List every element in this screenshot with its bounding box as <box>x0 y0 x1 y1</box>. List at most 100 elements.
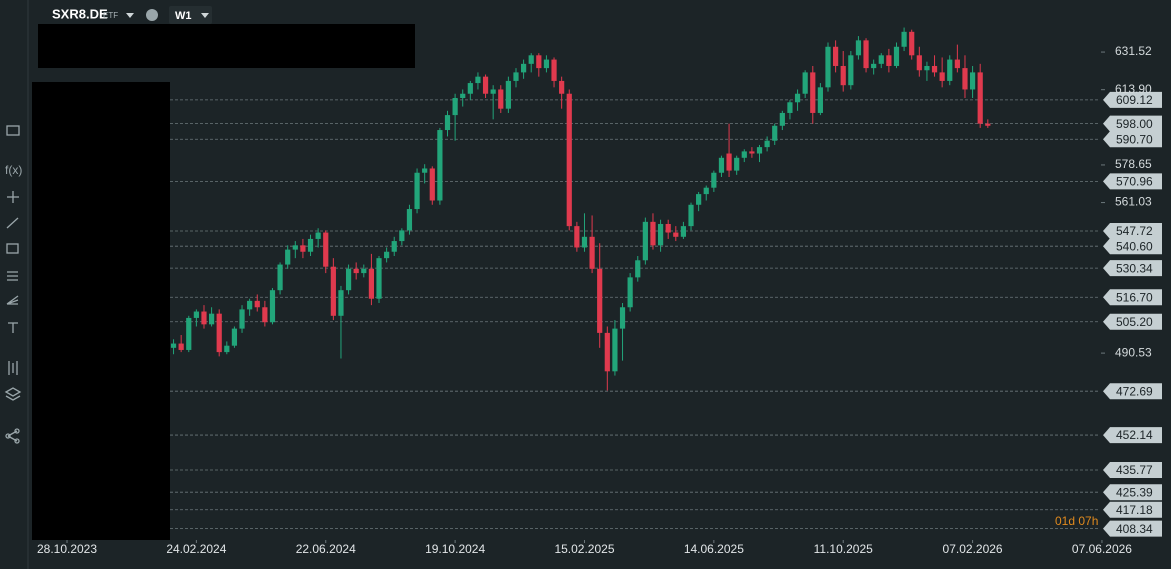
candle-body <box>551 59 557 81</box>
candle-body <box>673 232 679 237</box>
candle-body <box>741 151 747 158</box>
tool-text[interactable] <box>8 322 18 333</box>
timeframe-dropdown[interactable] <box>201 13 209 18</box>
candle-body <box>566 93 572 227</box>
candle-body <box>285 249 291 265</box>
price-label-box <box>1103 173 1162 190</box>
candle-body <box>536 55 542 69</box>
candle-body <box>734 157 740 171</box>
price-label: 425.39 <box>1116 485 1153 499</box>
candle-body <box>231 328 238 346</box>
price-label-box <box>1103 520 1162 537</box>
price-label-box <box>1103 131 1162 148</box>
candle-body <box>794 93 801 103</box>
candle-body <box>224 345 230 353</box>
price-label-box <box>1103 427 1162 444</box>
timeframe-box[interactable] <box>169 6 212 24</box>
candle-body <box>840 65 846 86</box>
candle-body <box>825 46 831 88</box>
toolbar <box>4 0 29 569</box>
tool-layers[interactable] <box>4 387 22 401</box>
tool-function[interactable]: f(x) <box>5 163 22 177</box>
price-label-box <box>1103 462 1162 479</box>
y-tick-label: 490.53 <box>1115 345 1152 359</box>
candle-body <box>642 221 648 261</box>
candle-body <box>635 260 641 278</box>
candle-body <box>460 93 466 99</box>
candle-body <box>444 115 451 131</box>
candle-body <box>254 300 260 308</box>
candle-body <box>787 102 793 113</box>
y-tick-label: 613.90 <box>1115 82 1152 96</box>
candle-body <box>848 55 854 86</box>
tool-fan[interactable] <box>6 295 19 305</box>
candle-body <box>954 59 960 69</box>
candle-body <box>756 147 763 154</box>
price-label: 590.70 <box>1116 132 1153 146</box>
candle-body <box>886 55 892 66</box>
y-tick-label: 561.03 <box>1115 195 1152 209</box>
candle-body <box>262 307 268 323</box>
symbol-dropdown[interactable] <box>126 13 134 18</box>
bar-countdown: 01d 07h <box>1055 514 1098 528</box>
candle-body <box>429 168 435 201</box>
candle-body <box>711 172 717 188</box>
info-icon[interactable] <box>146 9 158 21</box>
tool-indicators[interactable] <box>8 361 18 375</box>
candle-body <box>665 223 671 233</box>
instrument-kind: ETF <box>103 11 118 20</box>
timeframe[interactable]: W1 <box>175 10 192 22</box>
candle-body <box>627 277 633 308</box>
candle-body <box>361 268 367 274</box>
tool-panel[interactable] <box>6 125 20 136</box>
candle-body <box>772 125 778 141</box>
candle-body <box>353 268 359 274</box>
price-label-box <box>1103 260 1162 277</box>
redacted-box <box>32 82 170 540</box>
candle-body <box>528 55 534 64</box>
price-label: 505.20 <box>1116 315 1153 329</box>
candle-body <box>696 194 702 205</box>
symbol[interactable]: SXR8.DE <box>52 6 108 21</box>
tool-line[interactable] <box>6 217 19 229</box>
candle-body <box>871 63 877 69</box>
price-label: 516.70 <box>1116 290 1153 304</box>
plot-area <box>170 27 1100 529</box>
candle-body <box>657 223 664 246</box>
price-label: 435.77 <box>1116 463 1153 477</box>
price-label: 530.34 <box>1116 261 1153 275</box>
candle-body <box>376 258 382 299</box>
x-tick-label: 07.02.2026 <box>943 542 1003 556</box>
candle-body <box>939 72 945 81</box>
candle-body <box>269 290 276 323</box>
price-label-box <box>1103 383 1162 400</box>
candle-body <box>178 343 184 350</box>
price-label-box <box>1103 115 1162 132</box>
price-label-box <box>1103 222 1162 239</box>
candle-body <box>855 40 862 56</box>
candle-body <box>201 311 207 325</box>
x-tick-label: 22.06.2024 <box>296 542 356 556</box>
candle-body <box>186 317 192 350</box>
candle-body <box>817 87 823 113</box>
price-label-box <box>1103 238 1162 255</box>
candle-body <box>597 268 603 333</box>
candle-body <box>277 264 283 291</box>
candle-body <box>323 232 329 267</box>
candle-body <box>810 72 816 113</box>
x-tick-label: 07.06.2026 <box>1072 542 1132 556</box>
x-tick-label: 15.02.2025 <box>554 542 614 556</box>
candle-body <box>833 46 839 66</box>
candle-body <box>878 55 884 64</box>
candle-body <box>931 65 938 73</box>
tool-fib[interactable] <box>7 271 18 281</box>
candle-body <box>467 83 473 94</box>
candle-body <box>718 157 725 173</box>
price-label-box <box>1103 501 1162 518</box>
tool-rect[interactable] <box>6 243 19 254</box>
price-label: 417.18 <box>1116 503 1153 517</box>
x-tick-label: 24.02.2024 <box>166 542 226 556</box>
candle-body <box>749 151 755 154</box>
